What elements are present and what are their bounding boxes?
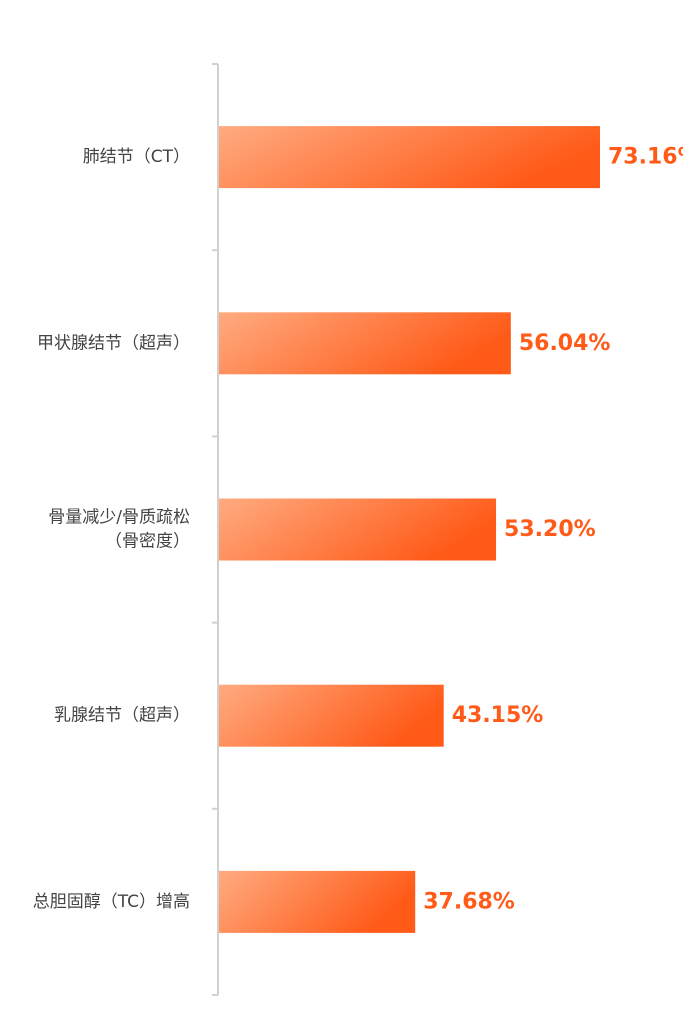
bar — [219, 684, 444, 747]
category-label: （骨密度） — [105, 532, 190, 552]
bar — [219, 870, 416, 933]
category-label: 乳腺结节（超声） — [54, 706, 190, 726]
bar-series — [219, 126, 600, 933]
value-label: 56.04% — [519, 331, 611, 356]
category-label: 甲状腺结节（超声） — [37, 333, 190, 353]
bar — [219, 312, 511, 375]
value-label: 37.68% — [423, 889, 515, 914]
y-axis — [212, 63, 219, 996]
category-label: 肺结节（CT） — [83, 147, 190, 167]
bar — [219, 126, 600, 189]
category-label: 骨量减少/骨质疏松 — [48, 508, 190, 528]
label-layer: 73.16% 肺结节（CT） 56.04% 甲状腺结节（超声） 53.20% 骨量减少/骨… — [33, 145, 683, 915]
value-label: 43.15% — [452, 703, 544, 728]
category-label: 总胆固醇（TC）增高 — [33, 892, 190, 912]
value-label: 53.20% — [504, 517, 596, 542]
value-label: 73.16% — [608, 145, 683, 170]
bar — [219, 498, 497, 561]
